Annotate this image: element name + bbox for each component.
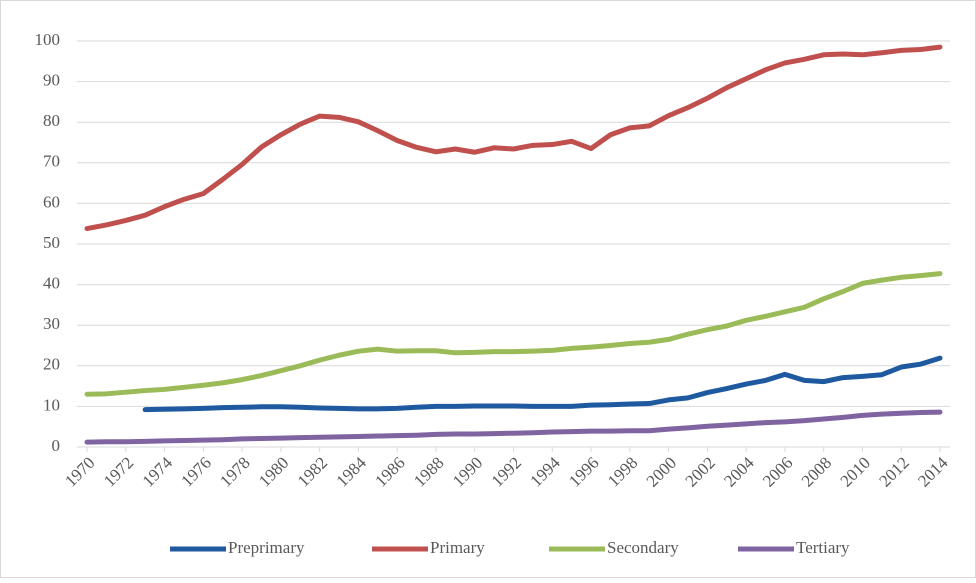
y-tick-label: 60 — [43, 192, 60, 211]
y-tick-label: 10 — [43, 395, 60, 414]
y-tick-label: 70 — [43, 152, 60, 171]
legend-label: Tertiary — [796, 538, 850, 557]
series-line — [84, 271, 943, 397]
y-tick-label: 90 — [43, 71, 60, 90]
legend-label: Preprimary — [228, 538, 305, 557]
series-line — [142, 355, 943, 413]
y-tick-label: 20 — [43, 355, 60, 374]
y-tick-label: 30 — [43, 314, 60, 333]
legend-label: Secondary — [607, 538, 679, 557]
y-tick-label: 80 — [43, 111, 60, 130]
series-line — [84, 44, 943, 232]
y-tick-label: 100 — [35, 30, 61, 49]
y-tick-label: 0 — [52, 436, 61, 455]
series-line — [84, 409, 943, 445]
y-tick-label: 50 — [43, 233, 60, 252]
y-tick-label: 40 — [43, 274, 60, 293]
legend-label: Primary — [430, 538, 485, 557]
